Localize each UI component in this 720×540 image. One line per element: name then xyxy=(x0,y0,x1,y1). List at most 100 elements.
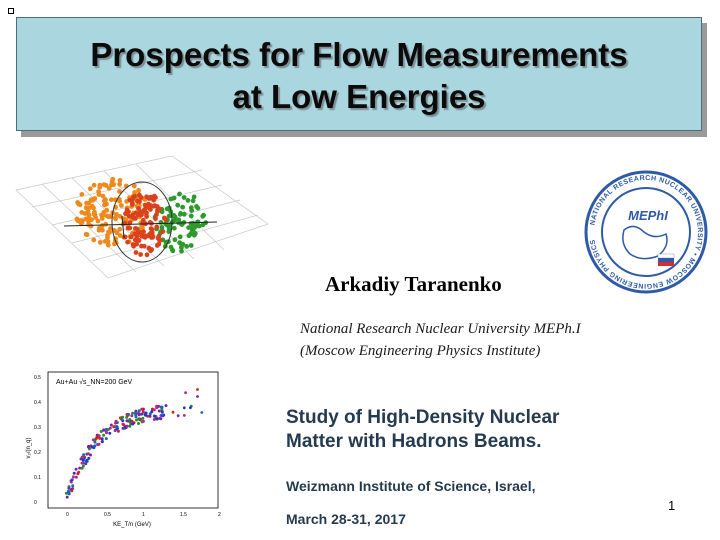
plot-data-point xyxy=(93,440,97,444)
conference-line-2: Matter with Hadrons Beams. xyxy=(286,431,542,452)
plot-data-point xyxy=(74,467,78,471)
plot-data-point xyxy=(87,456,91,460)
plot-data-point xyxy=(82,453,86,457)
plot-data-point xyxy=(152,418,156,421)
plot-data-point xyxy=(131,422,135,426)
plot-data-point xyxy=(161,414,165,418)
event-particle-dot xyxy=(84,200,89,206)
event-particle-dot xyxy=(188,221,194,226)
event-particle-dot xyxy=(141,243,147,249)
plot-data-point xyxy=(137,413,141,417)
plot-data-point xyxy=(67,486,71,490)
event-particle-dot xyxy=(125,239,130,245)
event-particle-dot xyxy=(130,200,135,206)
plot-data-point xyxy=(100,437,104,441)
plot-data-point xyxy=(89,453,92,457)
plot-data-point xyxy=(80,461,84,465)
plot-data-point xyxy=(121,426,125,430)
event-particle-dot xyxy=(138,252,143,257)
event-particle-dot xyxy=(88,223,94,229)
plot-data-point xyxy=(104,427,108,431)
svg-text:v₂/(n_q): v₂/(n_q) xyxy=(26,437,32,458)
plot-data-point xyxy=(141,419,145,423)
event-particle-dot xyxy=(136,238,142,243)
plot-data-point xyxy=(125,424,129,428)
event-particle-dot xyxy=(139,233,145,239)
event-particle-dot xyxy=(91,237,97,243)
event-particle-dot xyxy=(171,195,177,201)
plot-data-point xyxy=(81,455,85,459)
plot-data-point xyxy=(189,406,192,410)
plot-data-point xyxy=(196,388,199,391)
event-particle-dot xyxy=(133,226,138,231)
event-particle-dot xyxy=(126,209,131,215)
plot-data-point xyxy=(141,416,145,420)
conference-line-1: Study of High-Density Nuclear xyxy=(286,407,560,428)
event-particle-dot xyxy=(126,213,132,219)
event-particle-dot xyxy=(97,182,103,188)
plot-data-point xyxy=(114,419,118,423)
event-particle-dot xyxy=(89,217,94,223)
event-particle-dot xyxy=(185,198,191,203)
plot-y-tick: 0.3 xyxy=(34,425,41,431)
plot-x-tick: 1.5 xyxy=(180,512,187,518)
plot-data-point xyxy=(64,491,68,495)
event-particle-dot xyxy=(154,212,159,218)
event-particle-dot xyxy=(79,210,85,215)
event-particle-dot xyxy=(99,213,105,218)
event-particle-dot xyxy=(117,189,122,194)
plot-data-point xyxy=(76,472,80,476)
event-particle-dot xyxy=(164,222,170,228)
event-particle-dot xyxy=(171,225,177,231)
event-particle-dot xyxy=(119,203,124,208)
plot-data-point xyxy=(157,409,161,413)
plot-data-point xyxy=(125,419,129,423)
plot-data-point xyxy=(85,459,88,463)
plot-data-point xyxy=(100,440,104,444)
event-particle-dot xyxy=(92,196,98,201)
event-particle-dot xyxy=(83,216,89,222)
plot-data-point xyxy=(99,430,103,433)
event-particle-dot xyxy=(178,211,184,216)
event-particle-dot xyxy=(122,234,128,240)
event-particle-dot xyxy=(130,242,136,247)
event-particle-dot xyxy=(195,205,201,211)
plot-data-point xyxy=(137,417,141,421)
event-particle-dot xyxy=(74,216,80,222)
event-particle-dot xyxy=(177,234,183,240)
plot-data-point xyxy=(134,415,138,419)
plot-data-point xyxy=(71,484,75,488)
event-particle-dot xyxy=(138,195,144,200)
event-particle-dot xyxy=(79,192,85,197)
event-particle-dot xyxy=(144,194,150,200)
plot-data-point xyxy=(128,418,132,421)
event-particle-dot xyxy=(188,243,194,248)
plot-data-point xyxy=(69,479,73,483)
event-particle-dot xyxy=(96,192,102,197)
event-particle-dot xyxy=(177,191,182,197)
plot-data-point xyxy=(141,410,145,414)
event-particle-dot xyxy=(153,195,158,200)
event-particle-dot xyxy=(84,232,90,238)
plot-data-point xyxy=(127,412,130,416)
title-banner: Prospects for Flow Measurements at Low E… xyxy=(16,17,702,131)
affiliation-line-2: (Moscow Engineering Physics Institute) xyxy=(300,343,541,359)
event-particle-dot xyxy=(181,195,187,200)
plot-data-point xyxy=(155,417,159,421)
event-particle-dot xyxy=(125,225,131,231)
page-number: 1 xyxy=(668,498,676,513)
event-particle-dot xyxy=(134,241,139,247)
event-particle-dot xyxy=(172,237,178,243)
event-particle-dot xyxy=(158,220,164,225)
event-particle-dot xyxy=(110,176,116,182)
affiliation-line-1: National Research Nuclear University MEP… xyxy=(300,321,581,337)
event-particle-dot xyxy=(117,181,122,187)
event-particle-dot xyxy=(133,216,138,221)
event-particle-dot xyxy=(179,248,184,254)
event-particle-dot xyxy=(180,204,186,210)
svg-text:Au+Au √s_NN=200 GeV: Au+Au √s_NN=200 GeV xyxy=(56,378,133,386)
author-name: Arkadiy Taranenko xyxy=(325,272,502,296)
event-particle-dot xyxy=(154,243,160,248)
event-particle-dot xyxy=(196,223,202,229)
event-particle-dot xyxy=(83,205,89,211)
